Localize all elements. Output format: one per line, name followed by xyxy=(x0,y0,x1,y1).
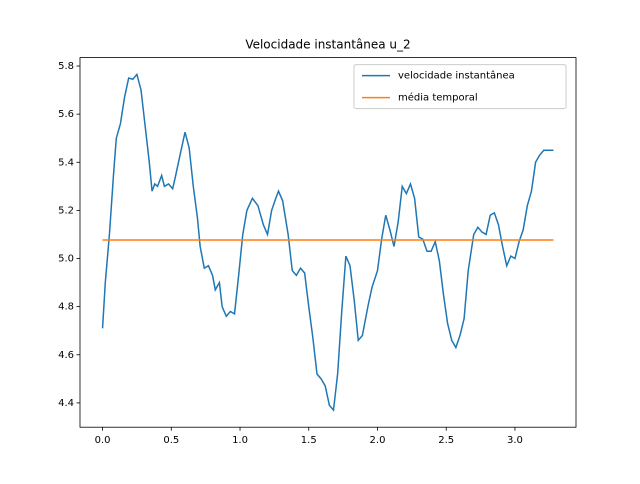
y-tick-label: 5.8 xyxy=(58,61,74,72)
x-tick-label: 1.5 xyxy=(301,435,317,446)
x-tick-label: 2.0 xyxy=(370,435,386,446)
x-tick-label: 2.5 xyxy=(438,435,454,446)
y-tick-label: 4.4 xyxy=(58,398,74,409)
plot-frame xyxy=(79,57,577,428)
x-tick-label: 0.5 xyxy=(163,435,179,446)
y-tick-label: 5.6 xyxy=(58,109,74,120)
legend-label: velocidade instantânea xyxy=(398,70,515,82)
x-tick-label: 1.0 xyxy=(232,435,248,446)
y-tick-label: 5.4 xyxy=(58,157,74,168)
legend-label: média temporal xyxy=(398,92,478,104)
chart-title: Velocidade instantânea u_2 xyxy=(245,38,410,52)
line-series xyxy=(101,72,554,412)
y-tick-label: 4.8 xyxy=(58,302,74,313)
x-tick-label: 3.0 xyxy=(507,435,523,446)
y-tick-label: 5.0 xyxy=(58,254,74,265)
x-tick-label: 0.0 xyxy=(95,435,111,446)
legend-box xyxy=(353,64,567,110)
y-tick-label: 5.2 xyxy=(58,205,74,216)
y-tick-label: 4.6 xyxy=(58,350,74,361)
